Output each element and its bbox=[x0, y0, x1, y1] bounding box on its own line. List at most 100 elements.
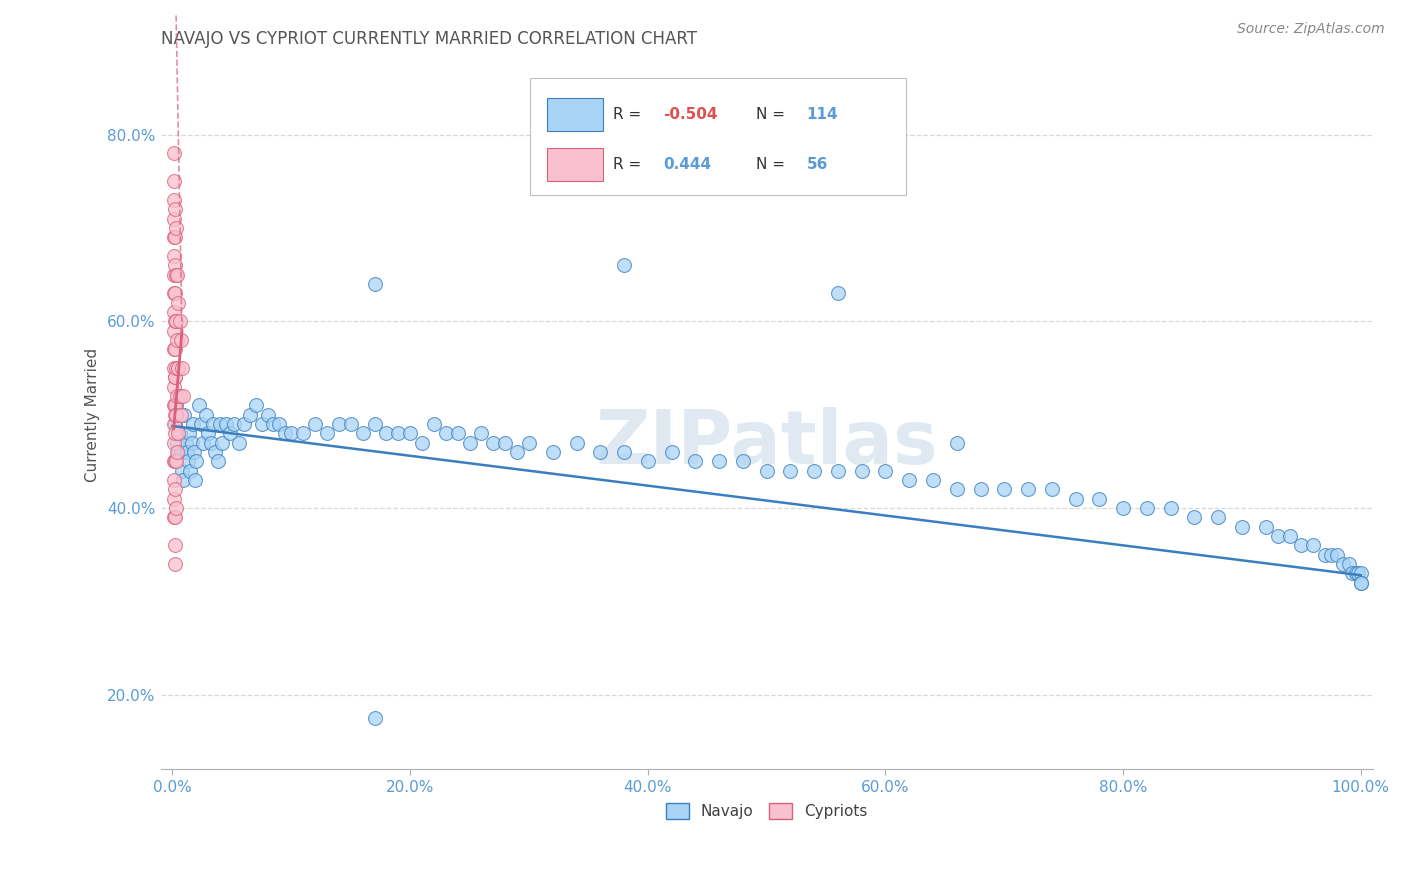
Point bbox=[1017, 483, 1039, 497]
Point bbox=[1206, 510, 1229, 524]
Point bbox=[184, 473, 207, 487]
Point bbox=[250, 417, 273, 431]
Point bbox=[1160, 501, 1182, 516]
Point bbox=[200, 435, 222, 450]
Point bbox=[165, 408, 187, 422]
Point bbox=[1064, 491, 1087, 506]
Point bbox=[179, 464, 201, 478]
Point bbox=[637, 454, 659, 468]
Point bbox=[1350, 575, 1372, 590]
Y-axis label: Currently Married: Currently Married bbox=[86, 348, 100, 482]
Point bbox=[1184, 510, 1206, 524]
Point bbox=[163, 473, 186, 487]
Point bbox=[163, 202, 186, 217]
Point bbox=[163, 286, 186, 301]
Point bbox=[517, 435, 540, 450]
Point bbox=[204, 445, 226, 459]
Point bbox=[167, 445, 190, 459]
Point bbox=[186, 454, 208, 468]
Point bbox=[163, 483, 186, 497]
Point bbox=[482, 435, 505, 450]
Point bbox=[1267, 529, 1289, 543]
Point bbox=[163, 370, 186, 384]
Point bbox=[292, 426, 315, 441]
Point bbox=[163, 343, 186, 357]
Point bbox=[197, 426, 219, 441]
Point bbox=[1350, 566, 1372, 581]
Point bbox=[165, 314, 187, 328]
Point bbox=[169, 314, 191, 328]
Point bbox=[239, 408, 262, 422]
Point bbox=[363, 711, 385, 725]
Point bbox=[170, 445, 193, 459]
Point bbox=[194, 408, 217, 422]
Text: -0.504: -0.504 bbox=[664, 107, 718, 122]
Point bbox=[1136, 501, 1159, 516]
Point bbox=[458, 435, 481, 450]
Point bbox=[165, 399, 187, 413]
Point bbox=[339, 417, 361, 431]
Point bbox=[851, 464, 873, 478]
Point bbox=[218, 426, 240, 441]
Text: R =: R = bbox=[613, 107, 645, 122]
Point bbox=[993, 483, 1015, 497]
Point bbox=[1320, 548, 1343, 562]
Point bbox=[201, 417, 224, 431]
Point bbox=[945, 483, 967, 497]
Point bbox=[1341, 566, 1364, 581]
Point bbox=[506, 445, 529, 459]
Point bbox=[163, 286, 186, 301]
Point bbox=[183, 445, 205, 459]
Point bbox=[165, 361, 187, 376]
Point bbox=[589, 445, 612, 459]
Point bbox=[898, 473, 921, 487]
Text: N =: N = bbox=[756, 107, 790, 122]
Point bbox=[163, 510, 186, 524]
Point bbox=[163, 557, 186, 571]
Point bbox=[375, 426, 398, 441]
Point bbox=[731, 454, 754, 468]
Point bbox=[163, 417, 186, 431]
Point bbox=[1040, 483, 1063, 497]
Point bbox=[423, 417, 446, 431]
Point bbox=[779, 464, 801, 478]
Point bbox=[163, 305, 186, 319]
Point bbox=[169, 389, 191, 403]
Point bbox=[328, 417, 350, 431]
Point bbox=[613, 259, 636, 273]
Point bbox=[827, 286, 849, 301]
Point bbox=[163, 230, 186, 244]
Point bbox=[1331, 557, 1354, 571]
Point bbox=[434, 426, 457, 441]
FancyBboxPatch shape bbox=[547, 148, 603, 181]
Text: R =: R = bbox=[613, 157, 645, 172]
Point bbox=[224, 417, 246, 431]
Point bbox=[165, 268, 187, 282]
Point bbox=[165, 501, 187, 516]
Point bbox=[163, 146, 186, 161]
Point bbox=[163, 510, 186, 524]
Point bbox=[163, 380, 186, 394]
Point bbox=[163, 314, 186, 328]
Point bbox=[163, 417, 186, 431]
Point bbox=[163, 408, 186, 422]
Point bbox=[1302, 538, 1324, 552]
Point bbox=[274, 426, 297, 441]
Point bbox=[1230, 519, 1253, 533]
Point bbox=[1291, 538, 1313, 552]
Point bbox=[922, 473, 945, 487]
Point bbox=[207, 454, 229, 468]
Legend: Navajo, Cypriots: Navajo, Cypriots bbox=[659, 797, 873, 825]
Point bbox=[565, 435, 588, 450]
Point bbox=[494, 435, 516, 450]
Point bbox=[211, 435, 233, 450]
Point bbox=[180, 435, 202, 450]
Point bbox=[163, 538, 186, 552]
Point bbox=[1326, 548, 1348, 562]
Text: NAVAJO VS CYPRIOT CURRENTLY MARRIED CORRELATION CHART: NAVAJO VS CYPRIOT CURRENTLY MARRIED CORR… bbox=[160, 29, 696, 47]
Point bbox=[193, 435, 215, 450]
Point bbox=[173, 408, 195, 422]
Point bbox=[1112, 501, 1135, 516]
Point bbox=[232, 417, 254, 431]
Point bbox=[1088, 491, 1111, 506]
